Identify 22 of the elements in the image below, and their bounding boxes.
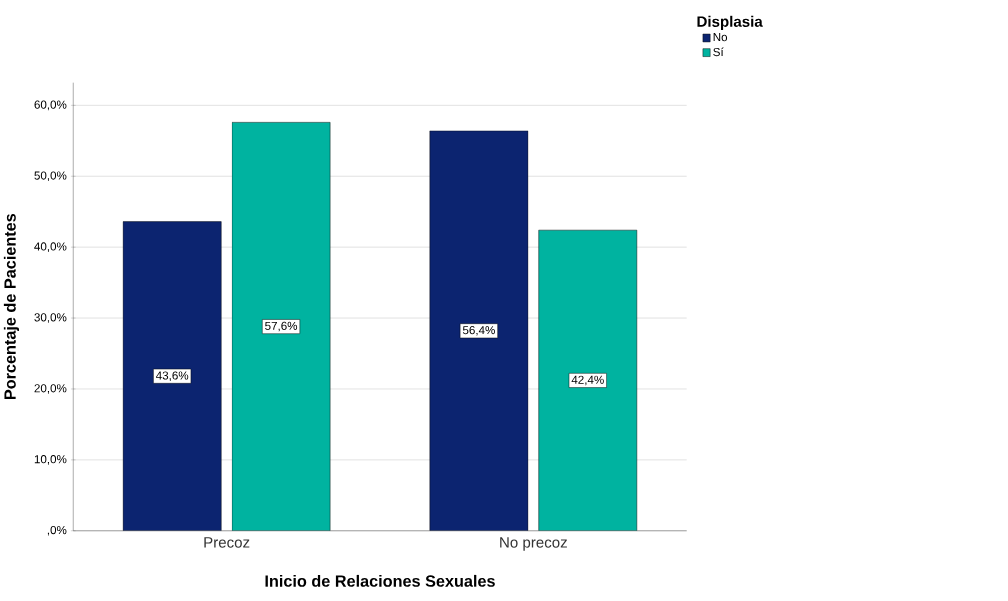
y-tick-label: 50,0% [34, 171, 67, 181]
data-label: 56,4% [462, 325, 495, 336]
legend-title: Displasia [697, 15, 763, 30]
x-tick-label: No precoz [500, 537, 567, 551]
bar [231, 122, 331, 531]
y-tick-label: 30,0% [34, 313, 67, 323]
legend-label: Sí [713, 47, 724, 57]
y-tick-label: ,0% [47, 525, 67, 536]
y-tick-label: 10,0% [34, 454, 67, 465]
y-tick-label: 20,0% [34, 384, 67, 394]
x-axis-title: Inicio de Relaciones Sexuales [265, 574, 495, 587]
data-label: 43,6% [156, 371, 189, 381]
y-tick-label: 40,0% [34, 242, 67, 252]
bar [538, 229, 638, 531]
y-tick-label: 60,0% [34, 100, 67, 111]
x-tick-label: Precoz [204, 537, 250, 548]
legend-label: No [713, 33, 728, 42]
y-axis-title: Porcentaje de Pacientes [3, 213, 20, 399]
data-label: 42,4% [571, 375, 604, 386]
data-label: 57,6% [265, 321, 298, 332]
bar [122, 221, 222, 531]
bar [429, 130, 529, 531]
